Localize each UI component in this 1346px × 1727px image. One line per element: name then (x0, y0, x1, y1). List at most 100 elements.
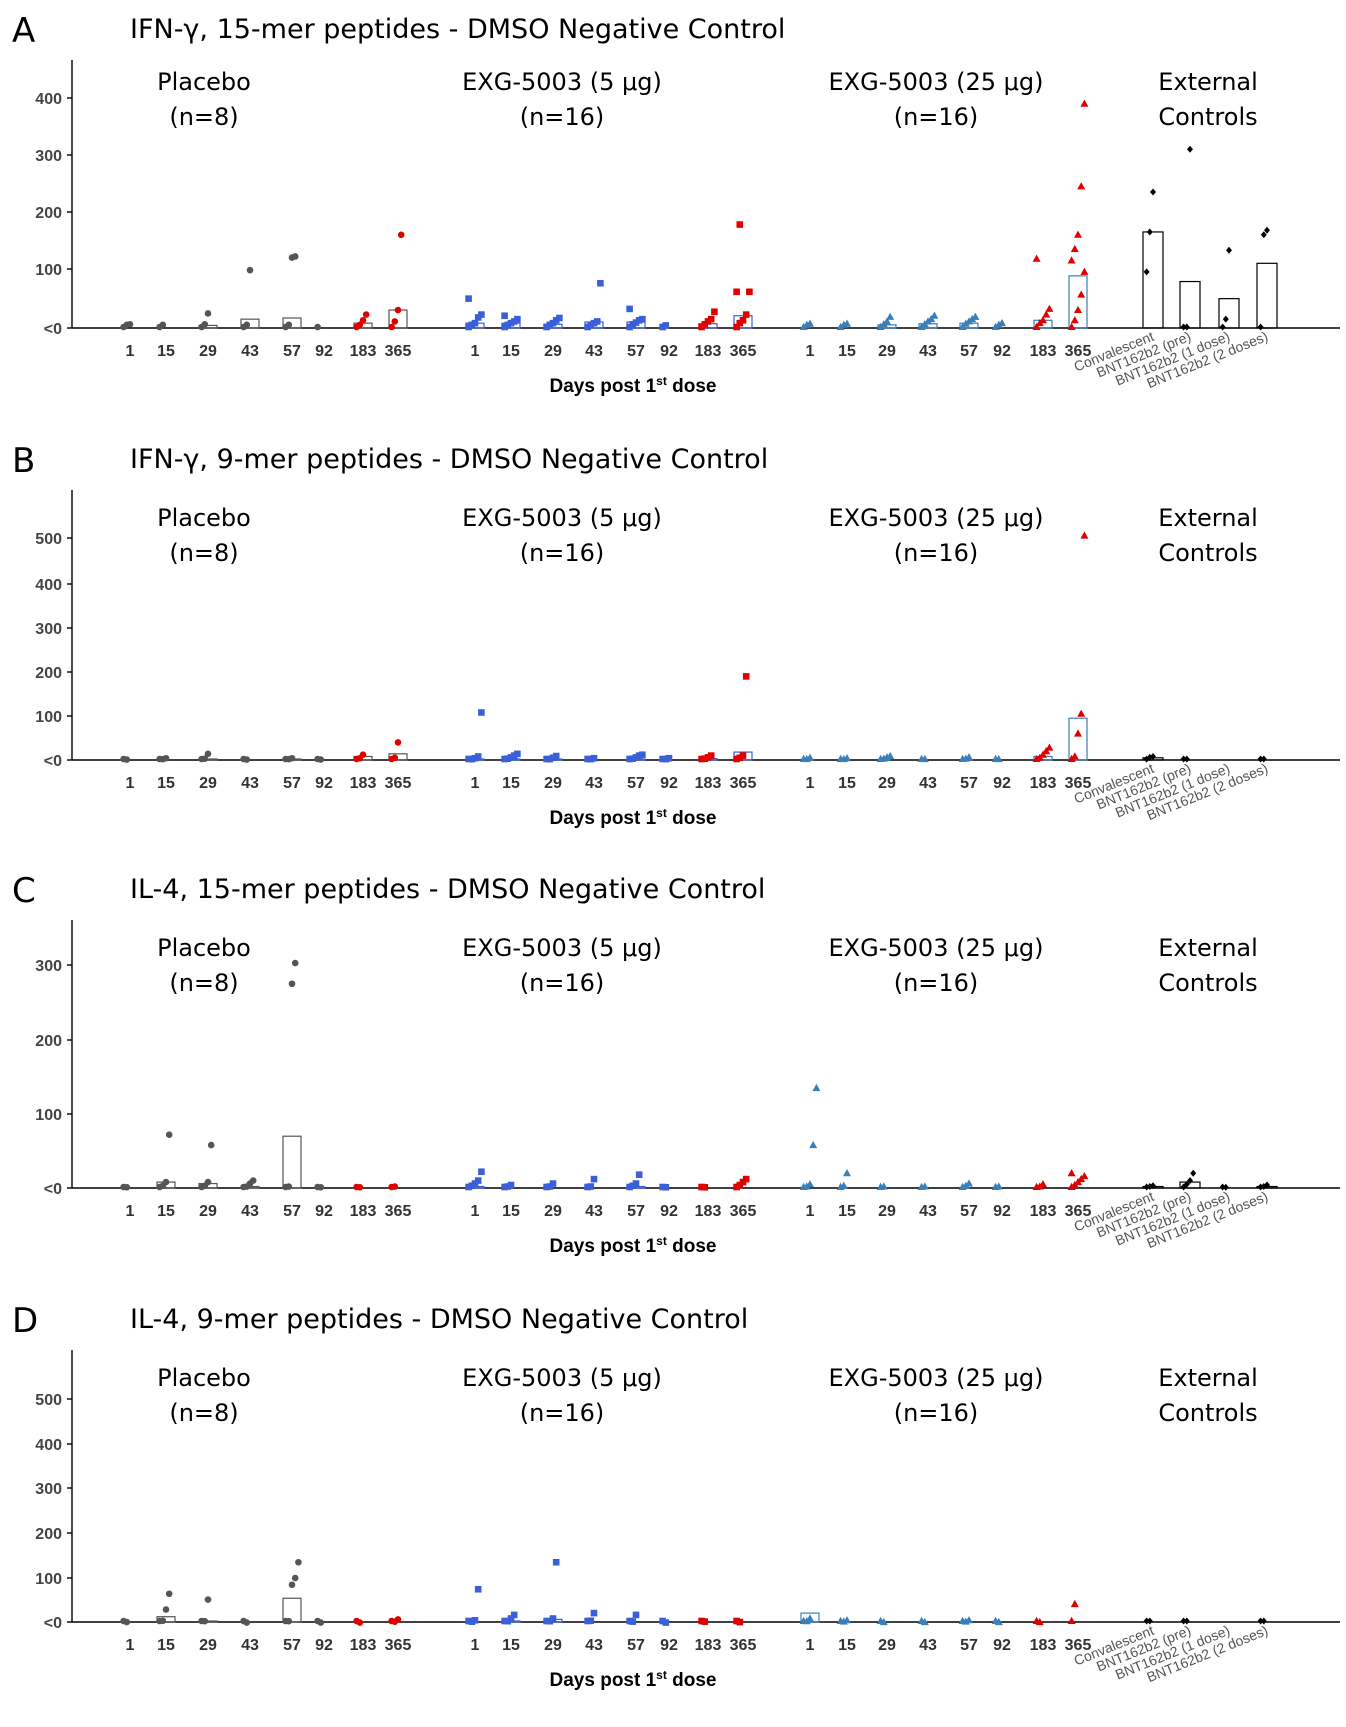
data-point (806, 1614, 814, 1622)
data-point (930, 311, 939, 319)
data-point (742, 311, 750, 318)
chart-title: IFN-γ, 15-mer peptides - DMSO Negative C… (130, 14, 785, 45)
data-point (204, 310, 212, 317)
data-point (162, 1178, 170, 1186)
data-point (1257, 1617, 1264, 1625)
x-tick-label: 183 (1030, 775, 1057, 792)
panel-letter: C (12, 871, 36, 911)
data-point (123, 756, 131, 763)
y-tick-label: 400 (35, 91, 62, 108)
group-label: Placebo (157, 504, 251, 532)
x-axis-label: Days post 1st dose (550, 806, 717, 829)
data-point (391, 318, 399, 325)
data-point (809, 1140, 818, 1149)
data-point (356, 1183, 364, 1191)
data-point (201, 755, 209, 762)
data-point (1032, 254, 1041, 262)
data-point (742, 673, 750, 680)
data-point (1222, 315, 1229, 323)
data-point (1077, 709, 1086, 717)
y-tick-label: 300 (35, 621, 62, 638)
data-point (742, 1175, 750, 1183)
x-tick-label: 15 (502, 1203, 520, 1220)
x-tick-label: 1 (126, 1637, 135, 1654)
data-point (285, 321, 293, 329)
data-point (391, 1183, 399, 1190)
data-point (662, 1183, 670, 1191)
data-point (314, 323, 321, 331)
data-point (593, 318, 601, 325)
data-point (806, 319, 814, 327)
y-tick-label: 200 (35, 205, 62, 222)
data-point (920, 754, 929, 763)
y-tick-label: 200 (35, 665, 62, 682)
data-point (552, 1558, 560, 1566)
group-n-label: (n=16) (894, 969, 979, 997)
bar (282, 317, 302, 329)
x-axis-label: Days post 1st dose (550, 374, 717, 397)
x-tick-label: 92 (660, 343, 678, 360)
x-tick-label: 365 (730, 775, 757, 792)
x-tick-label: 57 (627, 775, 645, 792)
data-point (1032, 322, 1041, 330)
data-point (126, 320, 134, 328)
data-point (1070, 316, 1079, 324)
x-tick-label: 15 (157, 343, 175, 360)
x-tick-label: 183 (695, 343, 722, 360)
x-tick-label: 29 (544, 1203, 562, 1220)
group-label-line2: Controls (1158, 969, 1257, 997)
data-point (514, 750, 521, 758)
data-point (204, 750, 212, 758)
data-point (388, 323, 395, 331)
group-label: EXG-5003 (25 μg) (829, 68, 1044, 96)
data-point (971, 312, 980, 320)
group-label: EXG-5003 (25 μg) (829, 504, 1044, 532)
data-point (1260, 231, 1267, 239)
chart-panel-A: A IFN-γ, 15-mer peptides - DMSO Negative … (12, 11, 1340, 397)
data-point (736, 1618, 744, 1626)
x-tick-label: 92 (993, 1637, 1011, 1654)
panel-letter: B (12, 441, 35, 481)
data-point (879, 1182, 888, 1190)
data-point (812, 1083, 821, 1092)
x-axis-label: Days post 1st dose (550, 1234, 717, 1257)
data-point (1067, 1182, 1076, 1190)
data-point (662, 322, 670, 329)
x-tick-label: 1 (471, 343, 480, 360)
x-tick-label: 183 (695, 1637, 722, 1654)
data-point (478, 709, 485, 716)
x-axis-label: Days post 1st dose (550, 1668, 717, 1691)
data-point (626, 305, 633, 313)
chart-panel-D: D IL-4, 9-mer peptides - DMSO Negative Co… (12, 1301, 1340, 1691)
data-point (288, 1581, 296, 1589)
y-tick-label: 400 (35, 1437, 62, 1454)
data-point (1080, 99, 1089, 107)
data-point (629, 1618, 637, 1625)
data-point (295, 1558, 302, 1566)
data-point (478, 1168, 485, 1176)
data-point (1183, 755, 1190, 763)
group-label: EXG-5003 (5 μg) (462, 934, 662, 962)
y-tick-label: 100 (35, 1571, 62, 1588)
group-n-label: (n=16) (520, 539, 605, 567)
x-tick-label: 92 (315, 343, 333, 360)
data-point (123, 1183, 131, 1191)
y-tick-label: 100 (35, 262, 62, 279)
group-label: Placebo (157, 68, 251, 96)
x-tick-label: 29 (199, 775, 217, 792)
x-tick-label: 183 (350, 1637, 377, 1654)
group-label-line2: Controls (1158, 539, 1257, 567)
data-point (1187, 1177, 1193, 1185)
x-tick-label: 57 (283, 1203, 301, 1220)
data-point (1143, 1617, 1150, 1625)
data-point (1077, 182, 1086, 190)
data-point (507, 1615, 515, 1622)
x-tick-label: 92 (993, 775, 1011, 792)
x-tick-label: 15 (838, 775, 856, 792)
data-point (739, 317, 747, 324)
data-point (886, 312, 895, 320)
chart-title: IL-4, 9-mer peptides - DMSO Negative Con… (130, 1304, 748, 1335)
data-point (843, 1616, 851, 1624)
bar (388, 753, 408, 761)
